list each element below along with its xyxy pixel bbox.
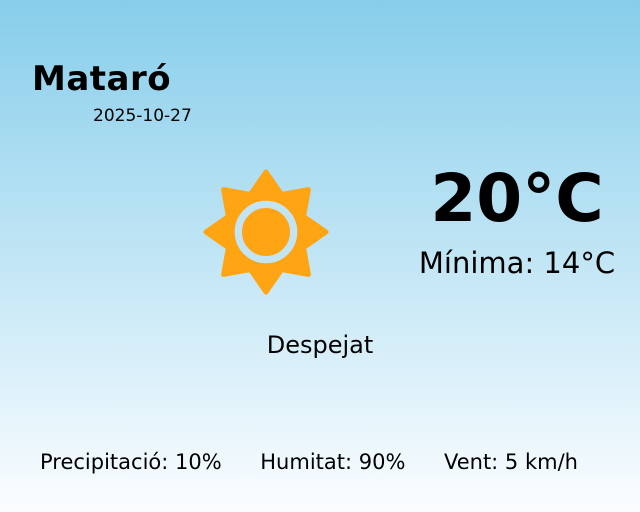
minimum-temperature: Mínima: 14°C bbox=[418, 245, 616, 280]
temperature-block: 20°C Mínima: 14°C bbox=[412, 160, 622, 280]
precipitation-value: Precipitació: 10% bbox=[40, 450, 222, 474]
sun-icon bbox=[201, 167, 331, 297]
humidity-value: Humitat: 90% bbox=[260, 450, 406, 474]
wind-value: Vent: 5 km/h bbox=[443, 450, 578, 474]
details-row: Precipitació: 10% Humitat: 90% Vent: 5 k… bbox=[0, 452, 640, 473]
location-title: Mataró bbox=[32, 59, 172, 99]
forecast-date: 2025-10-27 bbox=[93, 106, 192, 126]
current-temperature: 20°C bbox=[430, 160, 604, 237]
condition-text: Despejat bbox=[266, 331, 374, 359]
